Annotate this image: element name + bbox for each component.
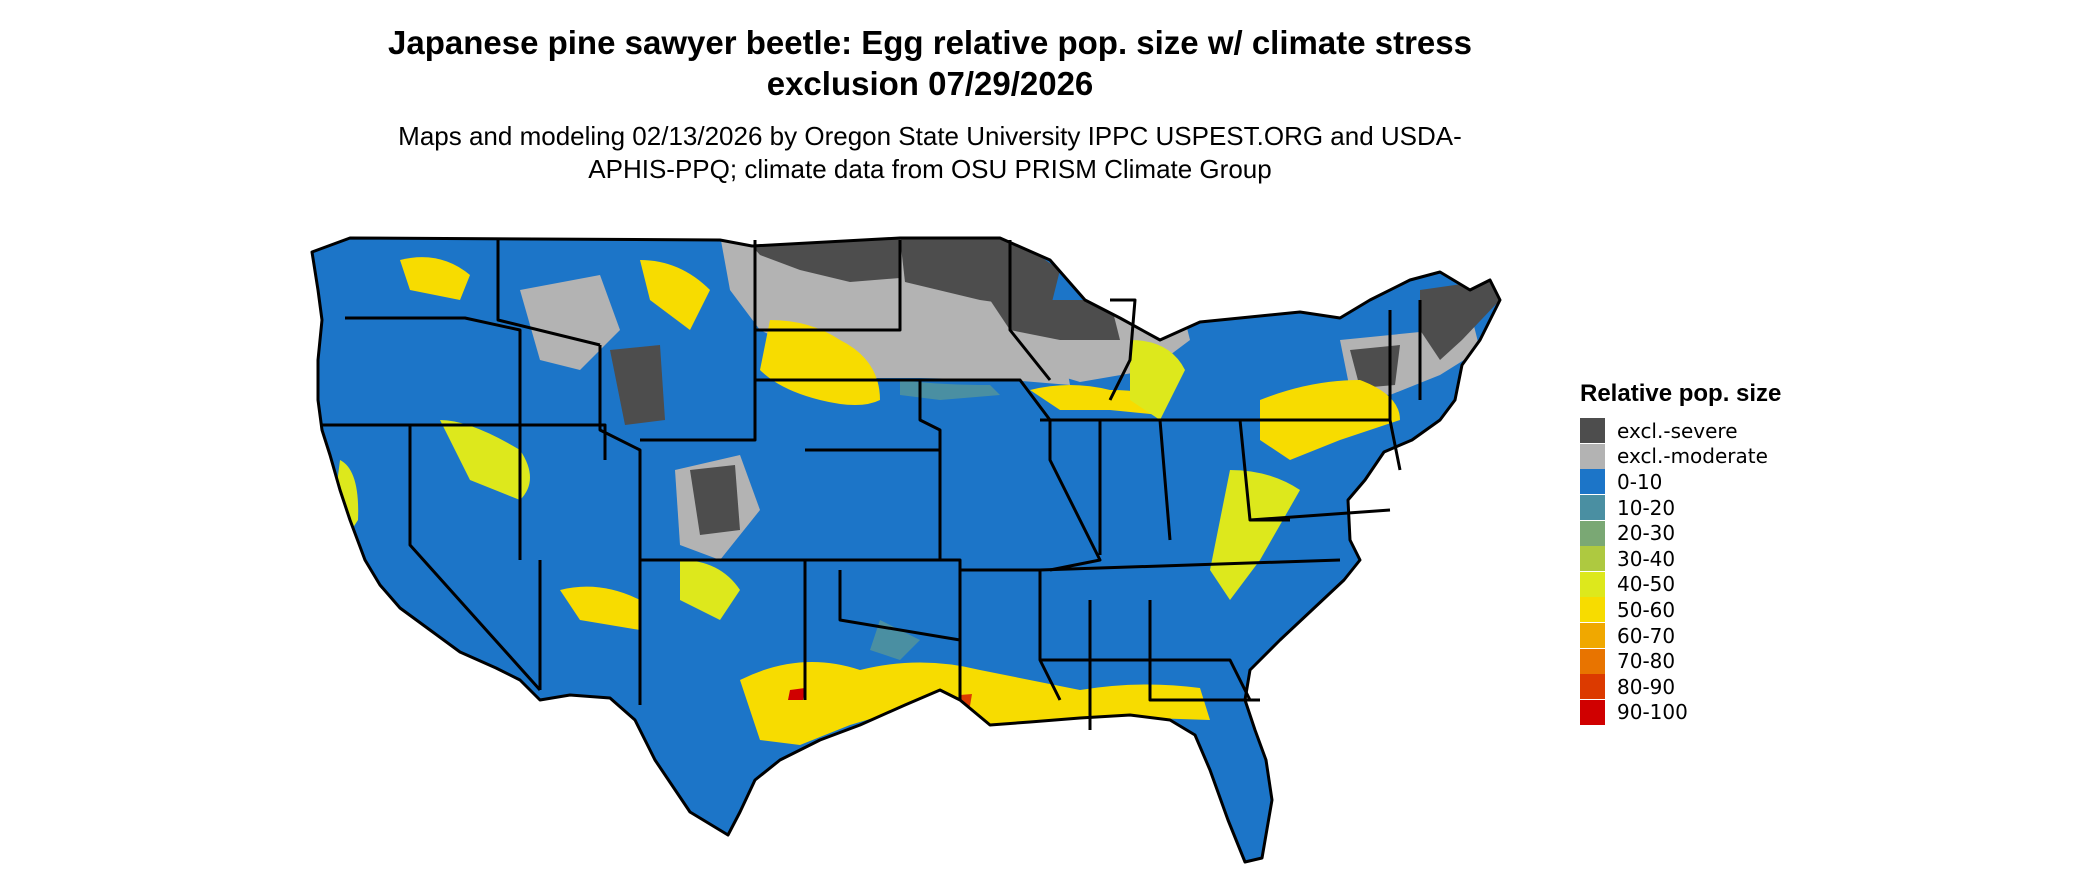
legend-swatch <box>1580 597 1605 623</box>
excl-severe-colorado-rockies <box>690 465 740 535</box>
legend-swatch <box>1580 520 1605 546</box>
band-gulf-coast-yellow <box>740 662 1210 745</box>
legend: Relative pop. size excl.-severe excl.-mod… <box>1580 380 1781 725</box>
border-sd-ne <box>755 378 942 560</box>
legend-item: 50-60 <box>1580 597 1781 623</box>
legend-item: 0-10 <box>1580 469 1781 495</box>
legend-label: excl.-moderate <box>1617 444 1768 469</box>
legend-item: 30-40 <box>1580 546 1781 572</box>
border-wa-or-id <box>345 316 522 430</box>
excl-severe-north-dakota <box>745 238 900 282</box>
legend-label: 0-10 <box>1617 469 1663 494</box>
excl-severe-wisconsin <box>990 300 1120 340</box>
band-arizona-yellow <box>560 586 640 630</box>
map-subtitle: Maps and modeling 02/13/2026 by Oregon S… <box>398 121 1462 184</box>
border-ok-tx <box>838 570 962 700</box>
map-title: Japanese pine sawyer beetle: Egg relativ… <box>388 24 1472 102</box>
legend-label: 40-50 <box>1617 572 1676 597</box>
legend-label: 50-60 <box>1617 597 1676 622</box>
legend-label: 30-40 <box>1617 546 1676 571</box>
border-id-mt <box>496 240 601 347</box>
band-texas-teal <box>870 620 920 660</box>
legend-item: 20-30 <box>1580 520 1781 546</box>
band-south-dakota-yellow <box>760 320 880 405</box>
band-appalachia-green-yellow <box>1210 470 1300 600</box>
legend-label: 70-80 <box>1617 649 1676 674</box>
border-ca-nv <box>408 425 542 692</box>
hotspot-texas-red <box>788 688 805 700</box>
legend-swatch <box>1580 699 1605 725</box>
state-borders <box>310 236 1502 864</box>
legend-item: excl.-severe <box>1580 418 1781 444</box>
legend-label: 60-70 <box>1617 623 1676 648</box>
legend-items: excl.-severe excl.-moderate 0-10 10-20 20-30… <box>1580 418 1781 725</box>
band-montana-yellow <box>640 260 710 330</box>
band-new-mexico-yellow <box>680 560 740 620</box>
border-ks-ok <box>800 558 962 640</box>
legend-item: 80-90 <box>1580 674 1781 700</box>
legend-swatch <box>1580 648 1605 674</box>
band-michigan-green-yellow <box>1130 340 1185 420</box>
legend-item: 90-100 <box>1580 699 1781 726</box>
us-map <box>310 236 1502 864</box>
legend-title: Relative pop. size <box>1580 380 1782 407</box>
legend-label: excl.-severe <box>1617 418 1738 443</box>
legend-swatch <box>1580 623 1605 649</box>
excl-severe-minnesota <box>900 238 1060 310</box>
border-ia-mo <box>900 378 1102 572</box>
legend-item: 60-70 <box>1580 623 1781 649</box>
legend-item: 70-80 <box>1580 648 1781 674</box>
legend-label: 80-90 <box>1617 674 1676 699</box>
band-nebraska-teal <box>900 380 1000 400</box>
excl-severe-maine <box>1420 280 1500 360</box>
legend-swatch <box>1580 443 1605 469</box>
legend-item: excl.-moderate <box>1580 443 1781 470</box>
legend-item: 40-50 <box>1580 571 1781 598</box>
border-mt-wy <box>640 240 757 442</box>
border-ms-al-ga <box>1040 658 1252 701</box>
border-va-nc <box>1249 508 1391 522</box>
legend-swatch <box>1580 546 1605 572</box>
band-cascades-yellow <box>400 257 470 300</box>
border-nd-sd-mn <box>755 240 902 332</box>
border-ar <box>960 568 1062 701</box>
title-block: Japanese pine sawyer beetle: Egg relativ… <box>300 22 1560 186</box>
legend-label: 10-20 <box>1617 495 1676 520</box>
legend-swatch <box>1580 571 1605 597</box>
border-or-ca-nv-ut <box>322 423 607 460</box>
excl-severe-wyoming-west <box>610 345 665 425</box>
legend-label: 20-30 <box>1617 521 1676 546</box>
legend-swatch <box>1580 495 1605 521</box>
legend-item: 10-20 <box>1580 495 1781 521</box>
border-tn-ky <box>1039 558 1341 572</box>
legend-swatch <box>1580 674 1605 700</box>
legend-swatch <box>1580 469 1605 495</box>
border-in-oh <box>1158 419 1172 541</box>
border-id-wy-co <box>598 345 807 700</box>
border-al-ga-fl <box>1148 600 1260 702</box>
band-nevada-yellow <box>440 420 530 500</box>
border-lake-michigan <box>1108 298 1137 401</box>
excl-severe-adirondacks <box>1350 345 1400 388</box>
legend-swatch <box>1580 418 1605 444</box>
border-mn-wi <box>1008 240 1052 381</box>
legend-label: 90-100 <box>1617 700 1688 725</box>
excl-moderate-idaho <box>520 275 620 370</box>
